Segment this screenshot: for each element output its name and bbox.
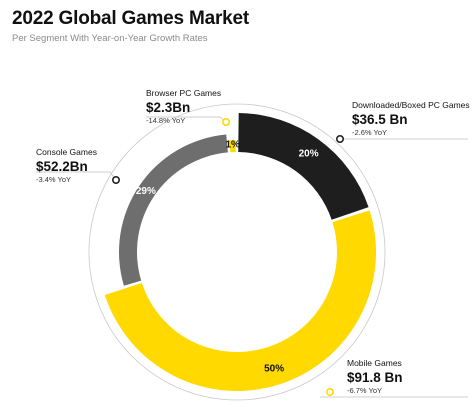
- guide-circles: [88, 103, 386, 401]
- callout-value: $2.3Bn: [146, 100, 190, 115]
- callout-yoy: -14.8% YoY: [146, 116, 185, 125]
- leader-dot-browser-pc-games: [222, 118, 231, 127]
- leader-dot-mobile-games: [325, 387, 334, 396]
- leader-lines: [36, 116, 468, 398]
- callout-name: Console Games: [36, 147, 97, 157]
- callout-mobile-games: Mobile Games $91.8 Bn-6.7% YoY: [347, 358, 403, 395]
- callout-yoy: -3.4% YoY: [36, 175, 71, 184]
- callout-value: $52.2Bn: [36, 159, 88, 174]
- slice-downloaded-boxed-pc-games: [238, 113, 369, 220]
- callout-console-games: Console Games $52.2Bn-3.4% YoY: [36, 147, 97, 184]
- chart-title: 2022 Global Games Market: [12, 8, 250, 29]
- callout-name: Downloaded/Boxed PC Games: [352, 100, 470, 110]
- leader-dot-downloaded-boxed-pc-games: [335, 135, 344, 144]
- slice-mobile-games: [104, 210, 377, 392]
- callout-browser-pc-games: Browser PC Games $2.3Bn-14.8% YoY: [146, 88, 221, 125]
- callout-name: Browser PC Games: [146, 88, 221, 98]
- callout-yoy: -2.6% YoY: [352, 128, 387, 137]
- percent-label-downloaded-boxed-pc-games: 20%: [299, 149, 319, 160]
- callout-name: Mobile Games: [347, 358, 402, 368]
- chart-subtitle: Per Segment With Year-on-Year Growth Rat…: [12, 33, 208, 44]
- leader-dot-console-games: [112, 176, 121, 185]
- slice-browser-pc-games: [229, 140, 236, 153]
- callout-downloaded-boxed-pc-games: Downloaded/Boxed PC Games $36.5 Bn-2.6% Y…: [352, 100, 470, 137]
- callout-value: $36.5 Bn: [352, 112, 408, 127]
- percent-label-browser-pc-games: 1%: [226, 140, 241, 151]
- percent-labels: 20% 50% 29% 1%: [136, 140, 319, 375]
- percent-label-console-games: 29%: [136, 186, 156, 197]
- callout-value: $91.8 Bn: [347, 370, 403, 385]
- percent-label-mobile-games: 50%: [264, 364, 284, 375]
- donut-slices: [104, 113, 377, 392]
- callout-yoy: -6.7% YoY: [347, 386, 382, 395]
- slice-console-games: [119, 134, 228, 286]
- guide-circle: [88, 103, 386, 401]
- callout-labels: Downloaded/Boxed PC Games $36.5 Bn-2.6% Y…: [36, 88, 470, 395]
